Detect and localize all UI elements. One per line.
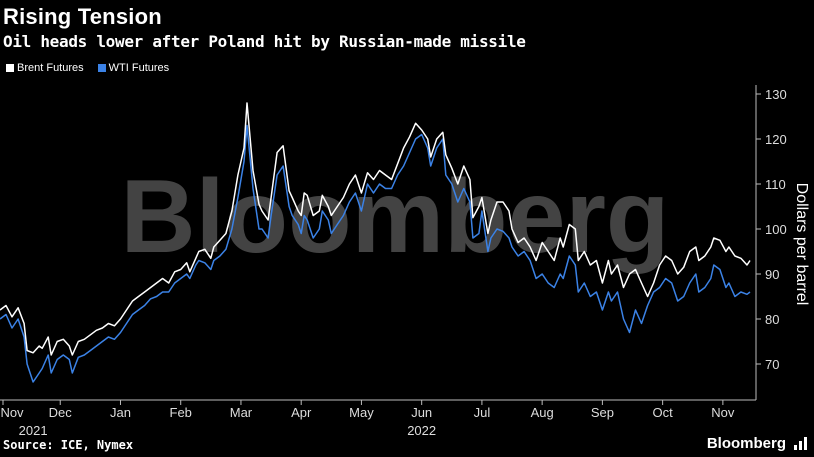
year-label: 2022 (407, 423, 436, 438)
y-tick-label: 70 (765, 357, 779, 372)
year-label: 2021 (19, 423, 48, 438)
y-axis-label: Dollars per barrel (793, 183, 810, 306)
x-tick-label: Jun (411, 405, 432, 420)
source-note: Source: ICE, Nymex (3, 438, 134, 452)
y-tick-label: 80 (765, 312, 779, 327)
brand-logo: Bloomberg (706, 435, 786, 452)
legend-label-brent: Brent Futures (17, 62, 84, 74)
x-tick-label: Jan (110, 405, 131, 420)
x-tick-label: Nov (0, 405, 24, 420)
x-tick-label: Jul (474, 405, 491, 420)
y-axis: 70 80 90 100 110 120 130 (756, 87, 787, 372)
plot-area (0, 102, 751, 383)
chart-title: Rising Tension (3, 4, 162, 29)
y-tick-label: 120 (765, 132, 787, 147)
y-tick-label: 90 (765, 267, 779, 282)
y-tick-label: 130 (765, 87, 787, 102)
x-tick-label: Apr (291, 405, 312, 420)
legend-item-wti: WTI Futures (97, 62, 170, 74)
y-tick-label: 110 (765, 177, 786, 192)
x-tick-label: Sep (591, 405, 614, 420)
chart-icon (794, 437, 807, 450)
legend-item-brent: Brent Futures (6, 62, 84, 74)
x-tick-label: Dec (49, 405, 73, 420)
legend: Brent Futures WTI Futures (6, 62, 169, 74)
x-axis: Nov Dec Jan Feb Mar Apr May Jun Jul Aug Sep Oct Nov 2… (0, 400, 735, 438)
x-tick-label: Mar (230, 405, 253, 420)
legend-label-wti: WTI Futures (108, 62, 170, 74)
x-tick-label: Aug (531, 405, 554, 420)
legend-swatch-wti (97, 64, 106, 72)
x-tick-label: Feb (170, 405, 192, 420)
x-tick-label: Nov (711, 405, 735, 420)
series-line-brent-futures (0, 102, 751, 356)
chart-subtitle: Oil heads lower after Poland hit by Russ… (3, 32, 526, 51)
series-line-wti-futures (0, 124, 751, 383)
y-tick-label: 100 (765, 222, 787, 237)
legend-swatch-brent (6, 64, 14, 72)
x-tick-label: May (349, 405, 374, 420)
x-tick-label: Oct (653, 405, 674, 420)
